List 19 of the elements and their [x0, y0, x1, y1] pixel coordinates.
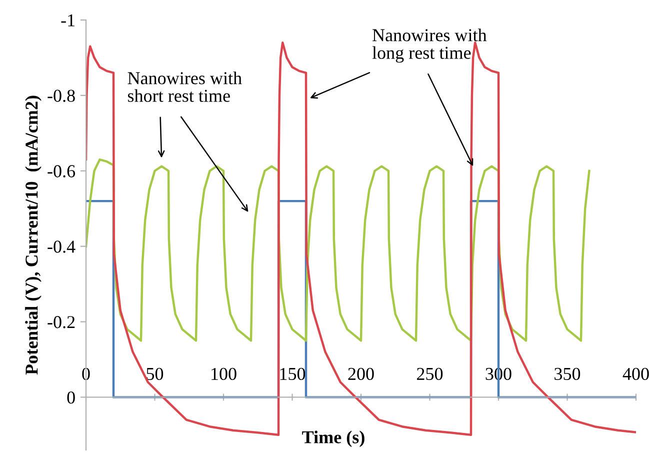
x-tick-label: 200 [348, 368, 374, 380]
y-tick-label: -0.8 [48, 90, 75, 102]
line-series [86, 158, 590, 342]
x-tick-label: 0 [82, 368, 90, 380]
y-axis-title: Potential (V), Current/10 (mA/cm2) [25, 96, 42, 375]
x-tick-label: 400 [622, 368, 649, 380]
annotation: Nanowires with long rest time [372, 28, 487, 63]
x-tick-label: 100 [212, 368, 236, 380]
x-tick-label: 250 [417, 368, 443, 380]
x-axis-title: Time (s) [302, 430, 364, 448]
y-tick-label: -0.6 [48, 165, 76, 178]
y-tick-label: -1 [61, 14, 74, 26]
annotation: Nanowires with short rest time [128, 72, 242, 102]
y-tick-label: 0 [67, 391, 75, 404]
x-tick-label: 350 [554, 368, 580, 380]
x-tick-label: 50 [146, 368, 164, 380]
y-tick-label: -0.4 [48, 240, 76, 253]
y-tick-label: -0.2 [48, 316, 75, 328]
x-tick-label: 150 [280, 368, 306, 380]
